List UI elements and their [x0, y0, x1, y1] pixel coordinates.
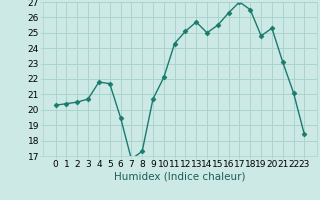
- X-axis label: Humidex (Indice chaleur): Humidex (Indice chaleur): [114, 172, 246, 182]
